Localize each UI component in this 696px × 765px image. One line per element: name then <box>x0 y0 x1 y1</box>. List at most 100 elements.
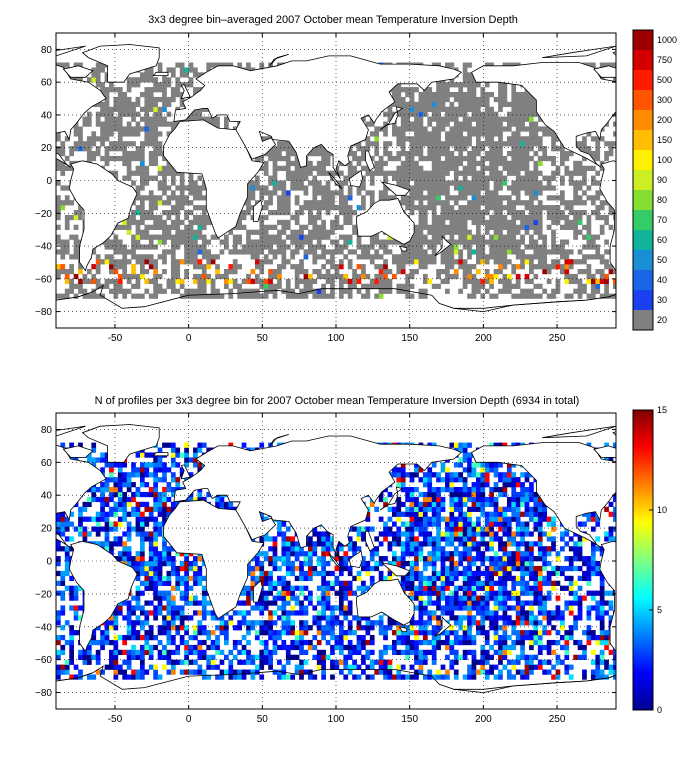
bin-cell <box>569 274 574 279</box>
bin-cell <box>122 497 127 502</box>
bin-cell <box>189 210 194 215</box>
bin-cell <box>136 655 141 660</box>
bin-cell <box>113 635 118 640</box>
bin-cell <box>140 472 145 477</box>
bin-cell <box>498 131 503 136</box>
bin-cell <box>564 156 569 161</box>
bin-cell <box>140 269 145 274</box>
bin-cell <box>467 151 472 156</box>
bin-cell <box>140 482 145 487</box>
bin-cell <box>533 210 538 215</box>
bin-cell <box>308 210 313 215</box>
bin-cell <box>162 200 167 205</box>
bin-cell <box>290 161 295 166</box>
bin-cell <box>113 141 118 146</box>
bin-cell <box>458 235 463 240</box>
bin-cell <box>109 665 114 670</box>
bin-cell <box>467 87 472 92</box>
bin-cell <box>149 472 154 477</box>
bin-cell <box>242 210 247 215</box>
bin-cell <box>105 244 110 249</box>
bin-cell <box>312 220 317 225</box>
bin-cell <box>171 665 176 670</box>
panel-title: N of profiles per 3x3 degree bin for 200… <box>95 395 580 407</box>
bin-cell <box>423 264 428 269</box>
bin-cell <box>171 561 176 566</box>
bin-cell <box>189 457 194 462</box>
bin-cell <box>485 220 490 225</box>
bin-cell <box>405 122 410 127</box>
bin-cell <box>193 670 198 675</box>
bin-cell <box>538 259 543 264</box>
bin-cell <box>467 122 472 127</box>
bin-cell <box>206 279 211 284</box>
bin-cell <box>449 215 454 220</box>
bin-cell <box>463 259 468 264</box>
bin-cell <box>489 141 494 146</box>
bin-cell <box>127 220 132 225</box>
bin-cell <box>149 650 154 655</box>
bin-cell <box>317 240 322 245</box>
bin-cell <box>312 249 317 254</box>
bin-cell <box>153 97 158 102</box>
bin-cell <box>547 185 552 190</box>
bin-cell <box>343 220 348 225</box>
bin-cell <box>463 82 468 87</box>
bin-cell <box>348 171 353 176</box>
bin-cell <box>162 166 167 171</box>
bin-cell <box>432 230 437 235</box>
bin-cell <box>525 289 530 294</box>
bin-cell <box>109 279 114 284</box>
bin-cell <box>127 156 132 161</box>
bin-cell <box>365 141 370 146</box>
bin-cell <box>131 596 136 601</box>
bin-cell <box>436 166 441 171</box>
bin-cell <box>171 195 176 200</box>
bin-cell <box>105 136 110 141</box>
bin-cell <box>388 249 393 254</box>
bin-cell <box>458 264 463 269</box>
bin-cell <box>149 141 154 146</box>
bin-cell <box>153 507 158 512</box>
bin-cell <box>189 176 194 181</box>
bin-cell <box>122 244 127 249</box>
bin-cell <box>436 97 441 102</box>
bin-cell <box>458 254 463 259</box>
bin-cell <box>419 171 424 176</box>
bin-cell <box>308 274 313 279</box>
bin-cell <box>472 279 477 284</box>
bin-cell <box>480 210 485 215</box>
bin-cell <box>113 507 118 512</box>
bin-cell <box>604 289 609 294</box>
bin-cell <box>569 210 574 215</box>
bin-cell <box>326 181 331 186</box>
bin-cell <box>516 254 521 259</box>
bin-cell <box>153 497 158 502</box>
bin-cell <box>118 249 123 254</box>
bin-cell <box>149 215 154 220</box>
bin-cell <box>118 289 123 294</box>
bin-cell <box>149 235 154 240</box>
bin-cell <box>573 220 578 225</box>
bin-cell <box>113 249 118 254</box>
panel-title: 3x3 degree bin–averaged 2007 October mea… <box>148 14 518 26</box>
bin-cell <box>277 279 282 284</box>
bin-cell <box>127 531 132 536</box>
bin-cell <box>60 249 65 254</box>
bin-cell <box>578 259 583 264</box>
bin-cell <box>410 195 415 200</box>
bin-cell <box>144 279 149 284</box>
bin-cell <box>171 259 176 264</box>
bin-cell <box>162 477 167 482</box>
bin-cell <box>321 249 326 254</box>
bin-cell <box>317 294 322 299</box>
bin-cell <box>286 205 291 210</box>
bin-cell <box>149 151 154 156</box>
bin-cell <box>193 635 198 640</box>
bin-cell <box>122 92 127 97</box>
bin-cell <box>153 472 158 477</box>
bin-cell <box>489 195 494 200</box>
bin-cell <box>122 477 127 482</box>
bin-cell <box>480 240 485 245</box>
bin-cell <box>600 274 605 279</box>
